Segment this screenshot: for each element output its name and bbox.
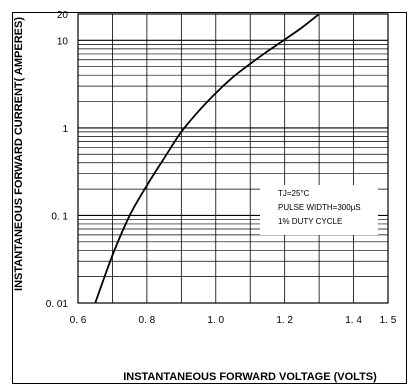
y-tick-label: 0. 01 [46,299,69,310]
x-axis-label: INSTANTANEOUS FORWARD VOLTAGE (VOLTS) [123,371,377,383]
x-tick-label: 1. 2 [276,315,293,326]
annotation-pulse-width: PULSE WIDTH=300μS [278,203,361,212]
y-tick-labels: 0. 01 0. 1 1 10 20 [46,10,69,310]
x-tick-label: 0. 8 [139,315,156,326]
x-tick-labels: 0. 6 0. 8 1. 0 1. 2 1. 4 1. 5 [70,315,397,326]
x-tick-label: 1. 0 [207,315,224,326]
plot-border [77,13,389,304]
annotation-duty-cycle: 1% DUTY CYCLE [278,217,342,226]
chart-frame [12,12,407,384]
annotation-box [260,185,378,235]
y-tick-label: 0. 1 [51,211,68,222]
x-tick-label: 0. 6 [70,315,87,326]
y-tick-label: 10 [57,36,69,47]
y-axis-label: INSTANTANEOUS FORWARD CURRENT( AMPERES) [13,17,25,291]
y-tick-label: 20 [57,10,69,21]
forward-current-curve [94,13,320,304]
y-tick-label: 1 [62,124,68,135]
annotation-tj: TJ=25°C [278,189,310,198]
x-tick-label: 1. 4 [345,315,362,326]
x-tick-label: 1. 5 [380,315,397,326]
grid [78,14,388,303]
